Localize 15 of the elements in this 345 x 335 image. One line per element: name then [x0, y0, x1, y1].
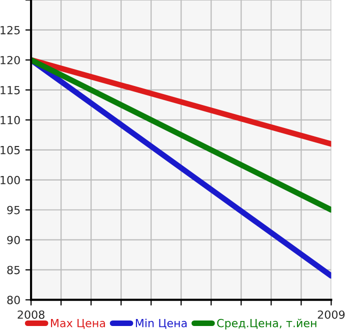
- y-tick-label: 110: [0, 116, 20, 124]
- legend-label: Min Цена: [136, 318, 187, 329]
- y-tick-label: 100: [0, 176, 20, 184]
- y-tick-label: 95: [7, 206, 20, 214]
- y-tick-label: 115: [0, 86, 20, 94]
- legend-label: Max Цена: [51, 319, 105, 329]
- x-tick-label: 2009: [318, 310, 345, 319]
- x-tick-label: 2008: [18, 310, 44, 319]
- y-tick-label: 120: [0, 56, 20, 64]
- y-tick-label: 80: [7, 296, 20, 304]
- y-tick-label: 90: [7, 236, 20, 244]
- legend-label: Сред.Цена, т.йен: [217, 318, 316, 330]
- y-tick-label: 85: [7, 266, 20, 274]
- y-tick-label: 105: [0, 146, 20, 154]
- y-tick-label: 125: [0, 26, 20, 34]
